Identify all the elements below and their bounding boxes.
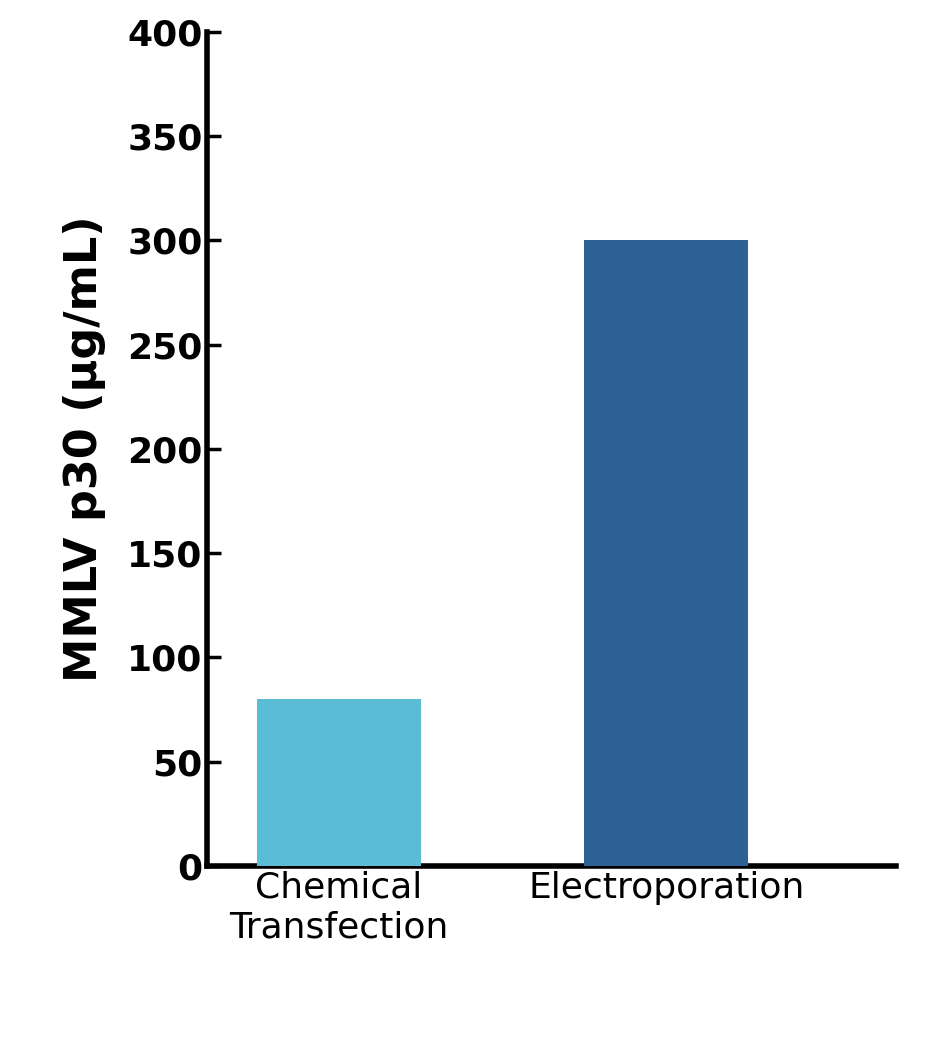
Y-axis label: MMLV p30 (µg/mL): MMLV p30 (µg/mL) <box>63 215 107 682</box>
Bar <box>585 241 749 866</box>
Bar <box>256 699 421 866</box>
